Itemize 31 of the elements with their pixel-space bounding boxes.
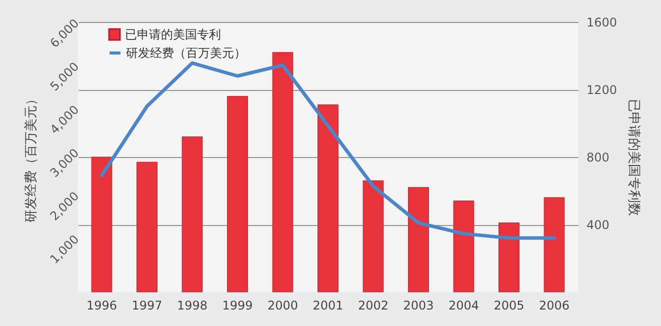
x-tick-label: 1999 (222, 298, 253, 312)
x-tick-label: 2006 (538, 298, 570, 312)
x-tick-label: 2004 (448, 298, 480, 312)
bar (182, 136, 203, 292)
y2-tick-label: 1600 (586, 16, 618, 30)
bar (498, 222, 520, 292)
bar (544, 197, 565, 292)
x-tick-label: 1997 (132, 298, 162, 312)
y-axis-title: 研发经费（百万美元） (23, 92, 40, 222)
legend-label: 已申请的美国专利 (125, 28, 221, 42)
x-tick-label: 2001 (312, 298, 344, 312)
bar (136, 162, 158, 292)
bar (91, 156, 112, 292)
legend-label: 研发经费（百万美元） (126, 46, 246, 60)
bar (272, 52, 294, 292)
x-tick-label: 2003 (403, 298, 434, 312)
x-tick-label: 2002 (358, 298, 389, 312)
x-tick-label: 2005 (494, 298, 524, 312)
y2-axis-title: 已申请的美国专利数 (626, 99, 642, 216)
x-tick-label: 2000 (267, 298, 298, 312)
x-tick-label: 1996 (86, 298, 118, 312)
bar (362, 180, 384, 292)
bar (318, 104, 338, 292)
y2-tick-label: 1200 (586, 83, 618, 97)
y2-tick-label: 400 (586, 218, 610, 232)
bar (453, 200, 474, 292)
bar (408, 187, 429, 292)
bar (227, 96, 248, 292)
y2-tick-label: 800 (586, 150, 610, 164)
x-tick-label: 1998 (176, 298, 208, 312)
line-series (100, 61, 556, 240)
